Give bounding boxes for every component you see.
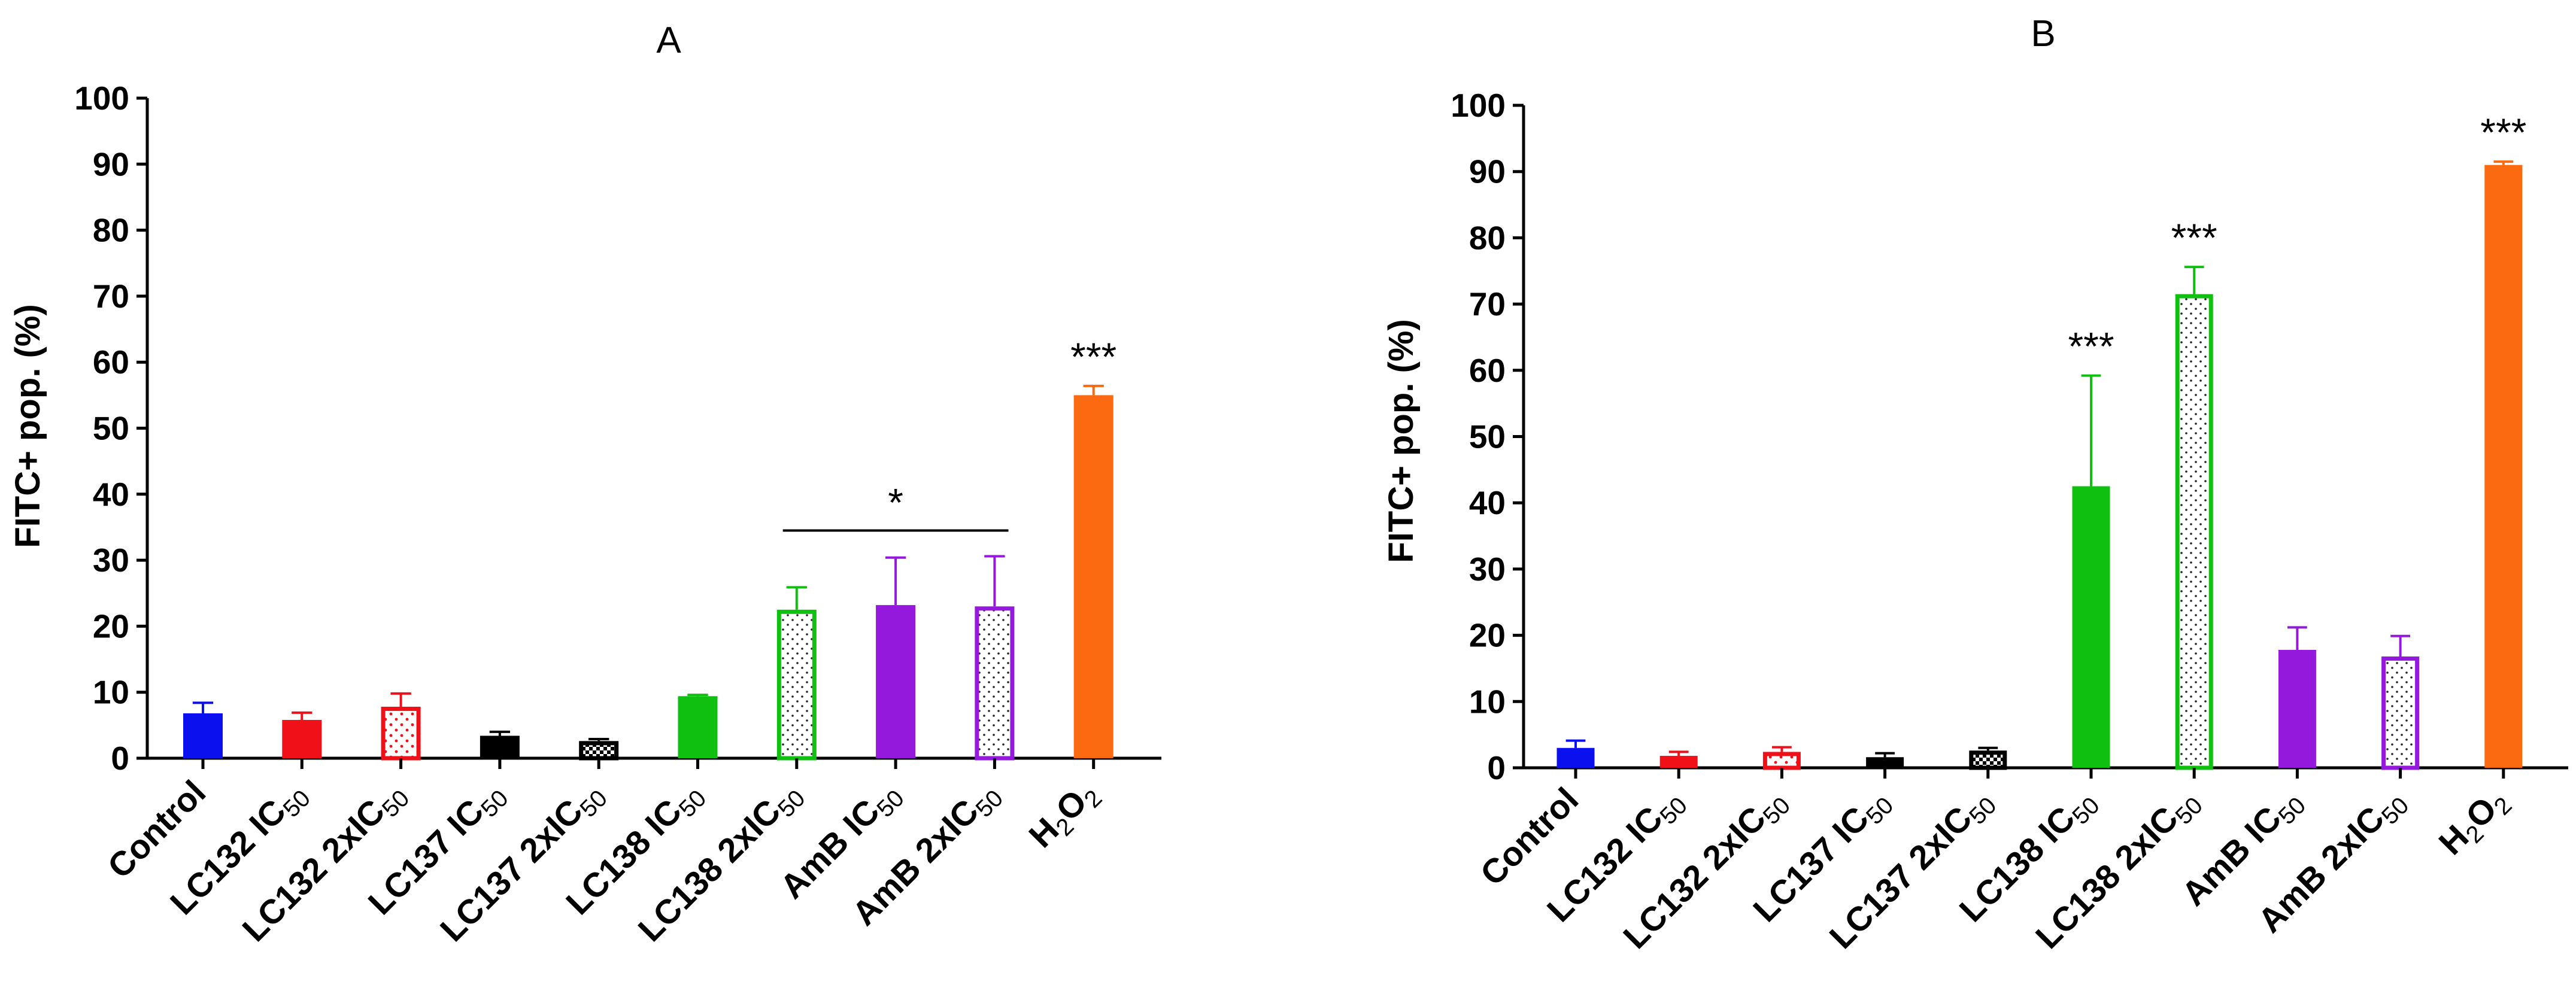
bar: [1762, 752, 1801, 770]
bar: [1659, 756, 1698, 768]
y-tick-label: 80: [93, 212, 129, 249]
bar: [1556, 747, 1595, 768]
bar: [1969, 750, 2007, 770]
significance-marker: ***: [1070, 335, 1116, 379]
chart-title: A: [656, 20, 681, 61]
y-tick-label: 100: [1451, 87, 1506, 124]
y-tick-label: 0: [1487, 749, 1506, 786]
y-tick-label: 40: [1469, 484, 1506, 521]
bar: [2484, 165, 2523, 768]
y-tick-label: 80: [1469, 219, 1506, 256]
bar: [282, 720, 322, 758]
bar: [2278, 649, 2316, 768]
y-tick-label: 60: [93, 344, 129, 381]
bar: [678, 696, 718, 758]
y-tick-label: 0: [111, 740, 129, 777]
significance-marker: ***: [2171, 215, 2217, 260]
bar: [381, 706, 421, 761]
bar: [480, 735, 520, 758]
bar: [2381, 656, 2420, 770]
y-tick-label: 90: [93, 145, 129, 183]
y-tick-label: 30: [1469, 551, 1506, 588]
y-tick-label: 20: [93, 607, 129, 645]
bar: [876, 605, 916, 758]
bar: [1073, 395, 1113, 758]
x-tick-label: H2O2: [1022, 773, 1108, 859]
x-tick-label: AmB 2xIC50: [845, 773, 1008, 937]
y-tick-label: 30: [93, 542, 129, 579]
y-tick-label: 100: [74, 80, 129, 117]
x-tick-label: H2O2: [2432, 780, 2517, 866]
bar: [1866, 757, 1904, 768]
y-tick-label: 40: [93, 476, 129, 513]
chart-panel-b: B FITC+ pop. (%) 0102030405060708090100C…: [1382, 13, 2568, 956]
bar: [2072, 486, 2110, 768]
bar: [975, 606, 1015, 761]
x-tick-label: AmB 2xIC50: [2251, 780, 2414, 944]
bar: [579, 741, 619, 761]
y-tick-label: 70: [93, 278, 129, 315]
bar: [183, 713, 223, 758]
y-tick-label: 50: [1469, 418, 1506, 455]
y-tick-label: 90: [1469, 153, 1506, 190]
y-tick-label: 10: [1469, 683, 1506, 720]
y-axis-label: FITC+ pop. (%): [1382, 319, 1421, 563]
y-tick-label: 20: [1469, 617, 1506, 654]
y-axis-label: FITC+ pop. (%): [8, 304, 47, 548]
y-tick-label: 50: [93, 410, 129, 447]
bar: [2175, 294, 2213, 770]
bracket-label: *: [888, 480, 903, 524]
significance-marker: ***: [2068, 324, 2114, 369]
y-tick-label: 60: [1469, 352, 1506, 389]
chart-panel-a: A FITC+ pop. (%) 0102030405060708090100C…: [8, 20, 1161, 949]
significance-marker: ***: [2480, 110, 2526, 154]
y-tick-label: 10: [93, 674, 129, 711]
bar: [776, 609, 817, 761]
chart-title: B: [2031, 13, 2055, 54]
y-tick-label: 70: [1469, 285, 1506, 323]
